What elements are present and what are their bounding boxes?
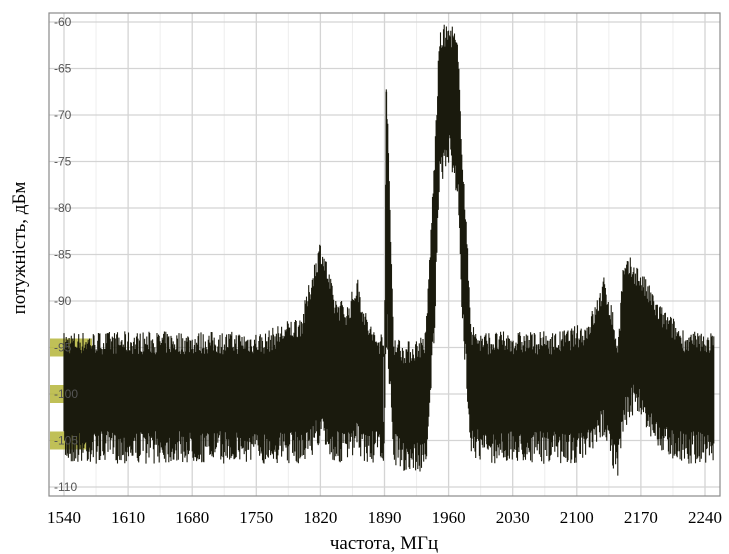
y-tick-label: -90: [54, 294, 72, 308]
y-tick-label: -65: [54, 62, 72, 76]
x-tick-label: 2030: [496, 508, 530, 527]
x-tick-labels: 1540 1610 1680 1750 1820 1890 1960 2030 2100 2170…: [47, 508, 722, 527]
x-tick-label: 1820: [303, 508, 337, 527]
x-tick-label: 2100: [560, 508, 594, 527]
y-tick-label: -85: [54, 248, 72, 262]
x-tick-label: 2240: [688, 508, 722, 527]
x-tick-label: 1540: [47, 508, 81, 527]
y-tick-label: -80: [54, 201, 72, 215]
y-tick-labels: -60 -65 -70 -75 -80 -85 -90 -95 -100 -105 -110: [54, 15, 78, 494]
spectrum-band: [63, 24, 715, 476]
x-tick-label: 1610: [111, 508, 145, 527]
y-tick-label: -60: [54, 15, 72, 29]
x-tick-label: 2170: [624, 508, 658, 527]
spectrum-trace: [63, 24, 715, 476]
y-tick-label: -110: [54, 480, 77, 494]
y-tick-label: -95: [54, 341, 72, 355]
y-axis-title: потужність, дБм: [9, 182, 30, 315]
y-tick-label: -70: [54, 108, 72, 122]
x-axis-title: частота, МГц: [330, 533, 438, 554]
x-tick-label: 1890: [368, 508, 402, 527]
x-tick-label: 1960: [432, 508, 466, 527]
y-tick-label: -105: [54, 434, 78, 448]
plot-frame: [48, 12, 721, 497]
y-tick-label: -75: [54, 155, 72, 169]
y-tick-label: -100: [54, 387, 78, 401]
x-tick-label: 1680: [175, 508, 209, 527]
x-tick-label: 1750: [239, 508, 273, 527]
